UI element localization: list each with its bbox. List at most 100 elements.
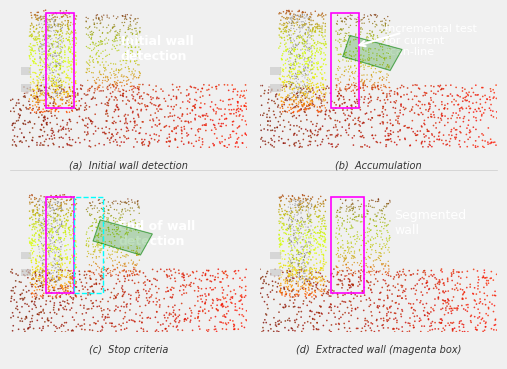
- Point: [72, 206, 80, 212]
- Point: [58, 94, 66, 100]
- Point: [42, 95, 50, 101]
- Point: [295, 19, 303, 25]
- Point: [64, 20, 73, 25]
- Point: [308, 51, 316, 56]
- Point: [283, 285, 292, 291]
- Point: [92, 12, 100, 18]
- Point: [7, 315, 15, 321]
- Point: [95, 208, 103, 214]
- Point: [72, 69, 80, 75]
- Point: [83, 44, 91, 49]
- Point: [119, 221, 127, 227]
- Point: [369, 36, 377, 42]
- Point: [169, 292, 177, 298]
- Point: [346, 56, 354, 62]
- Point: [37, 43, 45, 49]
- Point: [464, 92, 472, 97]
- Point: [474, 280, 482, 286]
- Point: [421, 83, 429, 89]
- Point: [68, 270, 77, 276]
- Point: [303, 117, 311, 123]
- Point: [348, 102, 356, 108]
- Point: [205, 292, 213, 298]
- Point: [62, 221, 70, 227]
- Point: [372, 241, 380, 246]
- Point: [296, 235, 304, 241]
- Point: [287, 197, 296, 203]
- Point: [306, 245, 314, 251]
- Point: [421, 313, 429, 318]
- Point: [189, 270, 197, 276]
- Point: [316, 288, 324, 294]
- Point: [69, 21, 78, 27]
- Point: [290, 123, 298, 129]
- Point: [91, 124, 99, 130]
- Point: [264, 328, 272, 334]
- Point: [475, 106, 483, 112]
- Point: [228, 82, 236, 88]
- Point: [347, 268, 355, 273]
- Point: [365, 47, 373, 53]
- Point: [317, 226, 325, 232]
- Point: [285, 278, 294, 284]
- Point: [383, 201, 391, 207]
- Point: [279, 304, 287, 310]
- Point: [178, 113, 186, 119]
- Point: [118, 293, 126, 299]
- Point: [381, 128, 389, 134]
- Point: [41, 97, 49, 103]
- Point: [144, 143, 153, 149]
- Point: [33, 74, 42, 80]
- Point: [317, 109, 325, 115]
- Point: [277, 268, 285, 274]
- Point: [53, 274, 61, 280]
- Point: [301, 227, 309, 233]
- Point: [378, 261, 386, 267]
- Point: [258, 102, 266, 108]
- Point: [126, 296, 134, 302]
- Point: [283, 79, 291, 85]
- Point: [201, 310, 209, 316]
- Point: [31, 219, 40, 225]
- Point: [46, 84, 54, 90]
- Point: [58, 242, 66, 248]
- Point: [296, 271, 304, 277]
- Point: [25, 223, 33, 228]
- Point: [281, 97, 289, 103]
- Point: [54, 61, 62, 66]
- Point: [133, 244, 141, 249]
- Point: [382, 272, 390, 277]
- Point: [89, 96, 97, 101]
- Point: [315, 242, 323, 248]
- Point: [43, 103, 51, 108]
- Point: [98, 275, 106, 281]
- Point: [376, 54, 384, 60]
- Point: [44, 91, 52, 97]
- Point: [288, 287, 297, 293]
- Point: [275, 235, 283, 241]
- Point: [297, 70, 305, 76]
- Point: [71, 139, 80, 145]
- Point: [331, 314, 339, 320]
- Point: [384, 270, 392, 276]
- Point: [291, 235, 299, 241]
- Point: [379, 325, 387, 331]
- Point: [114, 88, 122, 94]
- Point: [211, 125, 219, 131]
- Point: [41, 93, 49, 99]
- Point: [94, 85, 102, 91]
- Point: [56, 192, 64, 198]
- Point: [53, 279, 61, 285]
- Point: [63, 22, 71, 28]
- Point: [349, 255, 357, 261]
- Point: [481, 324, 489, 330]
- Point: [54, 45, 62, 51]
- Point: [85, 24, 93, 30]
- Point: [299, 323, 307, 328]
- Point: [132, 61, 140, 66]
- Point: [136, 30, 144, 36]
- Point: [213, 135, 221, 141]
- Point: [448, 272, 456, 277]
- Point: [98, 240, 106, 246]
- Point: [274, 102, 282, 108]
